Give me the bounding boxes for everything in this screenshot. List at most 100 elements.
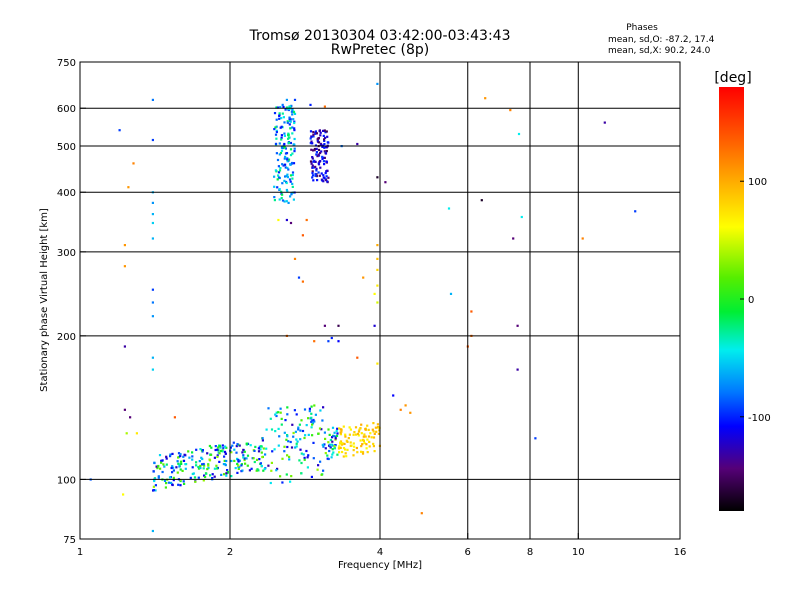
cluster-point: [275, 414, 278, 418]
scatter-clusters: [152, 104, 381, 492]
cluster-point: [317, 153, 320, 156]
cluster-point: [358, 428, 361, 431]
data-point: [376, 268, 379, 271]
cluster-point: [210, 453, 213, 456]
cluster-point: [348, 433, 351, 436]
cluster-point: [254, 445, 257, 448]
cluster-point: [207, 463, 210, 466]
cluster-point: [321, 145, 324, 148]
data-point: [376, 244, 379, 247]
cluster-point: [191, 455, 194, 458]
cluster-point: [294, 446, 297, 449]
cluster-point: [264, 453, 267, 456]
cluster-point: [236, 443, 239, 446]
cluster-point: [321, 443, 324, 446]
cluster-point: [300, 419, 303, 422]
cluster-point: [204, 475, 207, 479]
cluster-point: [287, 132, 290, 135]
cluster-point: [236, 471, 239, 474]
cluster-point: [170, 466, 173, 470]
cluster-point: [354, 433, 358, 436]
cluster-point: [339, 433, 342, 436]
cluster-point: [278, 169, 282, 172]
cluster-point: [346, 448, 349, 451]
cluster-point: [291, 177, 294, 180]
cluster-point: [314, 172, 317, 176]
data-point: [516, 368, 519, 371]
cluster-point: [180, 462, 183, 465]
cluster-point: [283, 132, 286, 135]
data-point: [323, 324, 326, 327]
data-point: [376, 257, 379, 260]
cluster-point: [237, 460, 240, 463]
cluster-point: [280, 417, 283, 420]
cluster-point: [317, 171, 320, 174]
cluster-point: [165, 455, 168, 458]
cluster-point: [305, 424, 308, 427]
cluster-point: [360, 450, 363, 453]
cluster-point: [349, 428, 352, 431]
cluster-point: [244, 462, 247, 465]
cluster-point: [308, 407, 311, 410]
cluster-point: [322, 469, 325, 472]
data-point: [356, 356, 359, 359]
cluster-point: [243, 450, 246, 453]
cluster-point: [331, 440, 334, 443]
cluster-point: [170, 481, 173, 484]
cluster-point: [324, 172, 327, 175]
cluster-point: [274, 142, 278, 145]
y-tick-label: 200: [57, 332, 76, 343]
cluster-point: [285, 181, 288, 185]
cluster-point: [288, 458, 291, 461]
cluster-point: [238, 444, 241, 447]
data-point: [151, 98, 154, 101]
cluster-point: [283, 450, 286, 453]
data-point: [151, 368, 154, 371]
cluster-point: [211, 477, 214, 480]
cluster-point: [286, 160, 289, 163]
cluster-point: [280, 125, 283, 128]
cluster-point: [322, 129, 325, 132]
cluster-point: [296, 440, 299, 443]
cluster-point: [291, 152, 294, 155]
cluster-point: [364, 435, 367, 438]
cluster-point: [216, 455, 219, 458]
cluster-point: [154, 484, 157, 487]
cluster-point: [311, 164, 314, 167]
cluster-point: [261, 456, 264, 459]
cluster-point: [191, 458, 194, 461]
data-point: [404, 404, 407, 407]
cluster-point: [154, 489, 157, 492]
data-point: [151, 237, 154, 240]
cluster-point: [334, 435, 337, 438]
cluster-point: [377, 426, 380, 429]
cluster-point: [277, 165, 280, 168]
cluster-point: [289, 154, 293, 157]
cluster-point: [199, 464, 202, 467]
cluster-point: [275, 411, 278, 414]
cluster-point: [270, 461, 273, 464]
cluster-point: [169, 453, 172, 456]
cluster-point: [279, 106, 282, 109]
cluster-point: [218, 460, 221, 463]
data-point: [151, 221, 154, 225]
data-point: [517, 132, 521, 136]
cluster-point: [171, 465, 174, 468]
y-tick-label: 400: [57, 188, 76, 199]
cluster-point: [184, 463, 187, 466]
cluster-point: [312, 418, 315, 422]
cluster-point: [361, 451, 365, 454]
cluster-point: [203, 474, 206, 477]
cluster-point: [327, 457, 330, 461]
cluster-point: [314, 130, 317, 133]
cluster-point: [243, 457, 246, 460]
cluster-point: [299, 429, 302, 432]
cluster-point: [356, 451, 359, 454]
cluster-point: [288, 116, 291, 119]
cluster-point: [311, 157, 314, 160]
cluster-point: [339, 428, 342, 431]
cluster-point: [179, 484, 182, 487]
cluster-point: [258, 445, 261, 448]
cluster-point: [223, 450, 227, 453]
data-point: [512, 237, 515, 240]
